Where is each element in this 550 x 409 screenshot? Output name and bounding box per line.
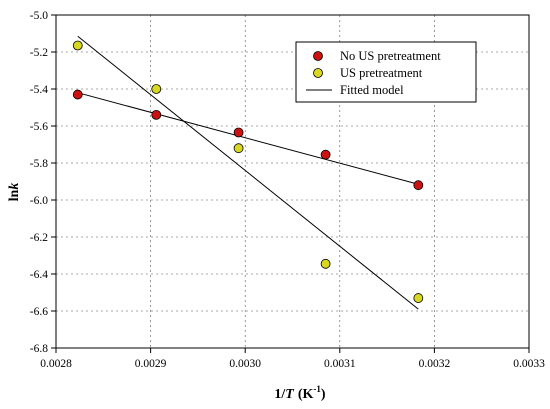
- x-tick-label: 0.0031: [324, 358, 356, 370]
- y-axis-title: lnk: [7, 183, 22, 202]
- data-point-us: [413, 293, 424, 303]
- legend-marker-no-us: [313, 51, 323, 61]
- data-point-no-us: [151, 110, 162, 120]
- data-point-us: [320, 258, 331, 269]
- fitted-line-1: [77, 92, 419, 185]
- data-point-no-us: [413, 180, 424, 191]
- data-point-us: [151, 84, 162, 94]
- y-tick-label: -6.0: [30, 195, 48, 207]
- x-tick-label: 0.0033: [513, 358, 545, 370]
- x-tick-label: 0.0029: [135, 358, 167, 370]
- x-axis-title-exponent: -1: [313, 384, 321, 394]
- legend-label-fitted: Fitted model: [340, 83, 404, 97]
- y-tick-label: -6.6: [30, 306, 48, 318]
- x-axis-title-prefix: 1/: [274, 387, 286, 402]
- y-tick-label: -5.0: [30, 10, 48, 22]
- data-point-us: [233, 143, 244, 154]
- y-tick-label: -5.4: [30, 84, 48, 96]
- x-axis-title: 1/T (K-1): [274, 384, 326, 402]
- y-tick-label: -6.8: [30, 343, 48, 355]
- plot-frame: [55, 14, 530, 349]
- data-point-us: [72, 40, 83, 51]
- legend-label-no-us: No US pretreatment: [340, 49, 441, 63]
- y-axis-title-variable: k: [7, 183, 22, 190]
- y-tick-label: -5.2: [30, 47, 48, 59]
- fitted-line-2: [77, 35, 419, 310]
- data-point-no-us: [233, 127, 244, 138]
- x-tick-label: 0.0028: [40, 358, 72, 370]
- data-point-no-us: [320, 149, 331, 160]
- data-point-no-us: [72, 89, 83, 100]
- y-tick-label: -6.4: [30, 269, 48, 281]
- x-tick-label: 0.0032: [419, 358, 451, 370]
- legend: No US pretreatment US pretreatment Fitte…: [295, 41, 477, 103]
- legend-box: [295, 41, 477, 103]
- legend-label-us: US pretreatment: [340, 66, 423, 80]
- y-tick-label: -6.2: [30, 232, 48, 244]
- fitted-lines: [77, 35, 419, 310]
- y-tick-label: -5.8: [30, 158, 48, 170]
- axis-ticks: 0.0028 0.0029 0.0030 0.0031 0.0032 0.0033 -6.8…: [30, 10, 545, 370]
- x-axis-title-variable: T: [285, 387, 295, 402]
- y-tick-label: -5.6: [30, 121, 48, 133]
- x-axis-title-close: ): [321, 387, 326, 402]
- data-points: [72, 40, 424, 303]
- y-axis-title-prefix: ln: [7, 189, 22, 201]
- legend-marker-us: [313, 68, 323, 78]
- x-axis-title-units: (K: [298, 387, 314, 402]
- x-tick-label: 0.0030: [229, 358, 261, 370]
